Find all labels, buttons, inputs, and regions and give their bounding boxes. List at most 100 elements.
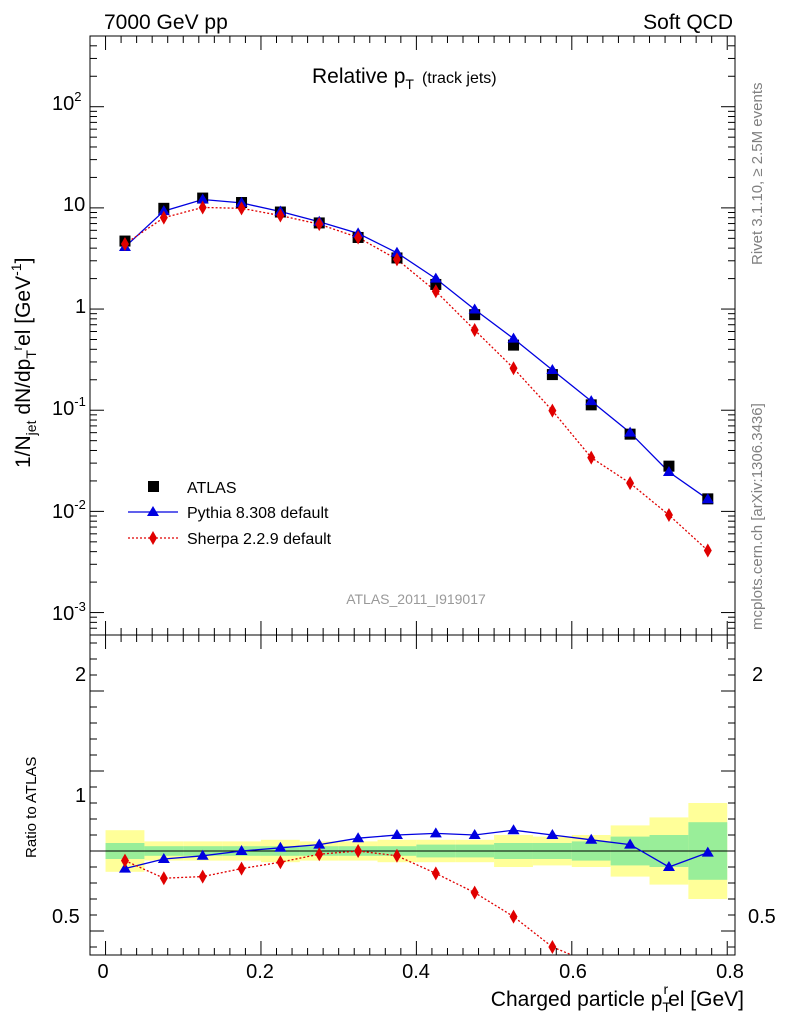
ratio-y-tick-labels-left: 0.5 1 2 bbox=[52, 664, 86, 928]
ratio-point-1-10 bbox=[507, 824, 520, 835]
ratio-point-1-11 bbox=[546, 829, 559, 839]
ratio-point-1-9 bbox=[468, 829, 481, 839]
main-point-2-8 bbox=[431, 284, 440, 299]
ratio-tick-label-0.5: 0.5 bbox=[52, 906, 80, 928]
main-point-2-12 bbox=[587, 450, 596, 465]
main-point-1-12 bbox=[585, 395, 598, 406]
ratio-point-2-9 bbox=[470, 885, 479, 900]
main-y-ticks bbox=[90, 35, 735, 636]
ratio-point-2-5 bbox=[315, 847, 324, 862]
main-series bbox=[118, 192, 714, 558]
main-point-2-9 bbox=[470, 323, 479, 338]
main-point-1-14 bbox=[662, 466, 675, 477]
main-line-2 bbox=[124, 206, 709, 552]
ratio-point-2-8 bbox=[431, 866, 440, 881]
ratio-panel: 0.5 1 2 0.5 2 Ratio to ATLAS 0 0.2 0.4 0… bbox=[23, 634, 776, 1015]
legend-label-pythia: Pythia 8.308 default bbox=[187, 505, 329, 522]
ratio-x-ticks bbox=[105, 635, 728, 955]
ratio-point-1-1 bbox=[157, 853, 170, 863]
main-point-2-6 bbox=[354, 230, 363, 245]
legend-label-atlas: ATLAS bbox=[187, 480, 237, 497]
ratio-point-1-8 bbox=[429, 827, 442, 838]
main-point-2-11 bbox=[548, 403, 557, 418]
ratio-point-2-6 bbox=[354, 844, 363, 858]
legend-entry-sherpa: Sherpa 2.2.9 default bbox=[128, 531, 332, 548]
ratio-tick-label-2: 2 bbox=[75, 664, 86, 686]
ratio-y-tick-labels-right: 0.5 2 bbox=[748, 664, 776, 928]
main-point-2-2 bbox=[198, 200, 207, 215]
main-point-2-5 bbox=[315, 217, 324, 232]
legend-marker-pythia bbox=[147, 506, 159, 516]
main-point-2-1 bbox=[159, 210, 168, 225]
ratio-point-2-3 bbox=[237, 861, 246, 876]
ratio-tick-label-right-2: 2 bbox=[752, 664, 763, 686]
ratio-line-1 bbox=[124, 829, 709, 870]
main-y-tick-labels: 10-3 10-2 10-1 1 10 102 bbox=[52, 89, 86, 625]
ratio-point-1-7 bbox=[390, 829, 403, 839]
ratio-point-2-13 bbox=[626, 972, 634, 986]
y-tick-label-1: 1 bbox=[75, 296, 86, 318]
ratio-point-1-15 bbox=[701, 846, 714, 857]
y-tick-label-1e-1: 10-1 bbox=[52, 394, 86, 420]
rivet-version-label: Rivet 3.1.10, ≥ 2.5M events bbox=[749, 83, 766, 266]
main-point-2-0 bbox=[120, 236, 129, 251]
main-line-1 bbox=[124, 198, 709, 500]
main-point-2-3 bbox=[237, 201, 246, 216]
ratio-y-ticks bbox=[90, 642, 735, 948]
y-tick-label-1e2: 102 bbox=[52, 89, 81, 115]
legend-marker-atlas bbox=[148, 481, 159, 492]
x-tick-label-0.2: 0.2 bbox=[246, 961, 274, 983]
ratio-point-1-2 bbox=[196, 849, 209, 860]
main-point-1-9 bbox=[468, 303, 481, 314]
main-point-2-14 bbox=[664, 508, 673, 523]
plot-title: Relative pT (track jets) bbox=[312, 65, 497, 92]
header-category-label: Soft QCD bbox=[643, 11, 733, 34]
ratio-point-2-12 bbox=[587, 956, 595, 970]
ratio-point-2-0 bbox=[120, 853, 129, 868]
ratio-point-2-7 bbox=[392, 848, 401, 863]
analysis-id-label: ATLAS_2011_I919017 bbox=[346, 591, 486, 607]
main-point-2-4 bbox=[276, 208, 285, 223]
main-point-2-10 bbox=[509, 361, 518, 376]
ratio-point-1-4 bbox=[274, 841, 287, 852]
main-point-1-8 bbox=[429, 272, 442, 283]
header-energy-label: 7000 GeV pp bbox=[104, 11, 228, 34]
main-x-ticks bbox=[105, 36, 728, 635]
ratio-point-1-3 bbox=[235, 845, 248, 855]
main-point-2-7 bbox=[392, 252, 401, 267]
y-tick-label-1e-3: 10-3 bbox=[52, 599, 86, 625]
ratio-point-1-6 bbox=[352, 832, 365, 843]
x-axis-title: Charged particle pTrel [GeV] bbox=[491, 981, 744, 1015]
ratio-line-2 bbox=[124, 850, 574, 955]
ratio-y-axis-title: Ratio to ATLAS bbox=[23, 757, 40, 858]
main-point-1-15 bbox=[701, 493, 714, 504]
legend-marker-sherpa bbox=[149, 531, 157, 545]
mcplots-label: mcplots.cern.ch [arXiv:1306.3436] bbox=[749, 403, 766, 630]
legend-entry-atlas: ATLAS bbox=[148, 480, 237, 497]
ratio-point-2-1 bbox=[159, 871, 168, 886]
main-point-1-7 bbox=[390, 246, 403, 257]
main-point-1-13 bbox=[624, 426, 637, 437]
main-point-1-2 bbox=[196, 193, 209, 204]
main-point-1-1 bbox=[157, 205, 170, 216]
ratio-point-1-12 bbox=[585, 833, 598, 844]
ratio-point-2-4 bbox=[276, 855, 285, 870]
ratio-point-1-14 bbox=[662, 861, 675, 871]
main-panel: 10-3 10-2 10-1 1 10 102 1/Njet dN/dpTrel… bbox=[8, 35, 736, 636]
ratio-frame bbox=[89, 634, 736, 956]
ratio-tick-label-1: 1 bbox=[75, 785, 86, 807]
x-tick-label-0.6: 0.6 bbox=[559, 961, 587, 983]
main-point-0-11 bbox=[546, 369, 558, 381]
ratio-point-1-5 bbox=[313, 838, 326, 849]
main-point-0-10 bbox=[508, 339, 520, 351]
main-point-2-13 bbox=[626, 476, 635, 491]
x-tick-label-0.8: 0.8 bbox=[716, 961, 744, 983]
ratio-tick-label-right-0.5: 0.5 bbox=[748, 906, 776, 928]
ratio-point-1-13 bbox=[624, 838, 637, 849]
ratio-point-2-11 bbox=[548, 940, 557, 954]
ratio-point-2-10 bbox=[509, 909, 518, 924]
legend-entry-pythia: Pythia 8.308 default bbox=[128, 505, 329, 522]
legend-label-sherpa: Sherpa 2.2.9 default bbox=[187, 531, 332, 548]
main-point-0-9 bbox=[469, 309, 481, 321]
